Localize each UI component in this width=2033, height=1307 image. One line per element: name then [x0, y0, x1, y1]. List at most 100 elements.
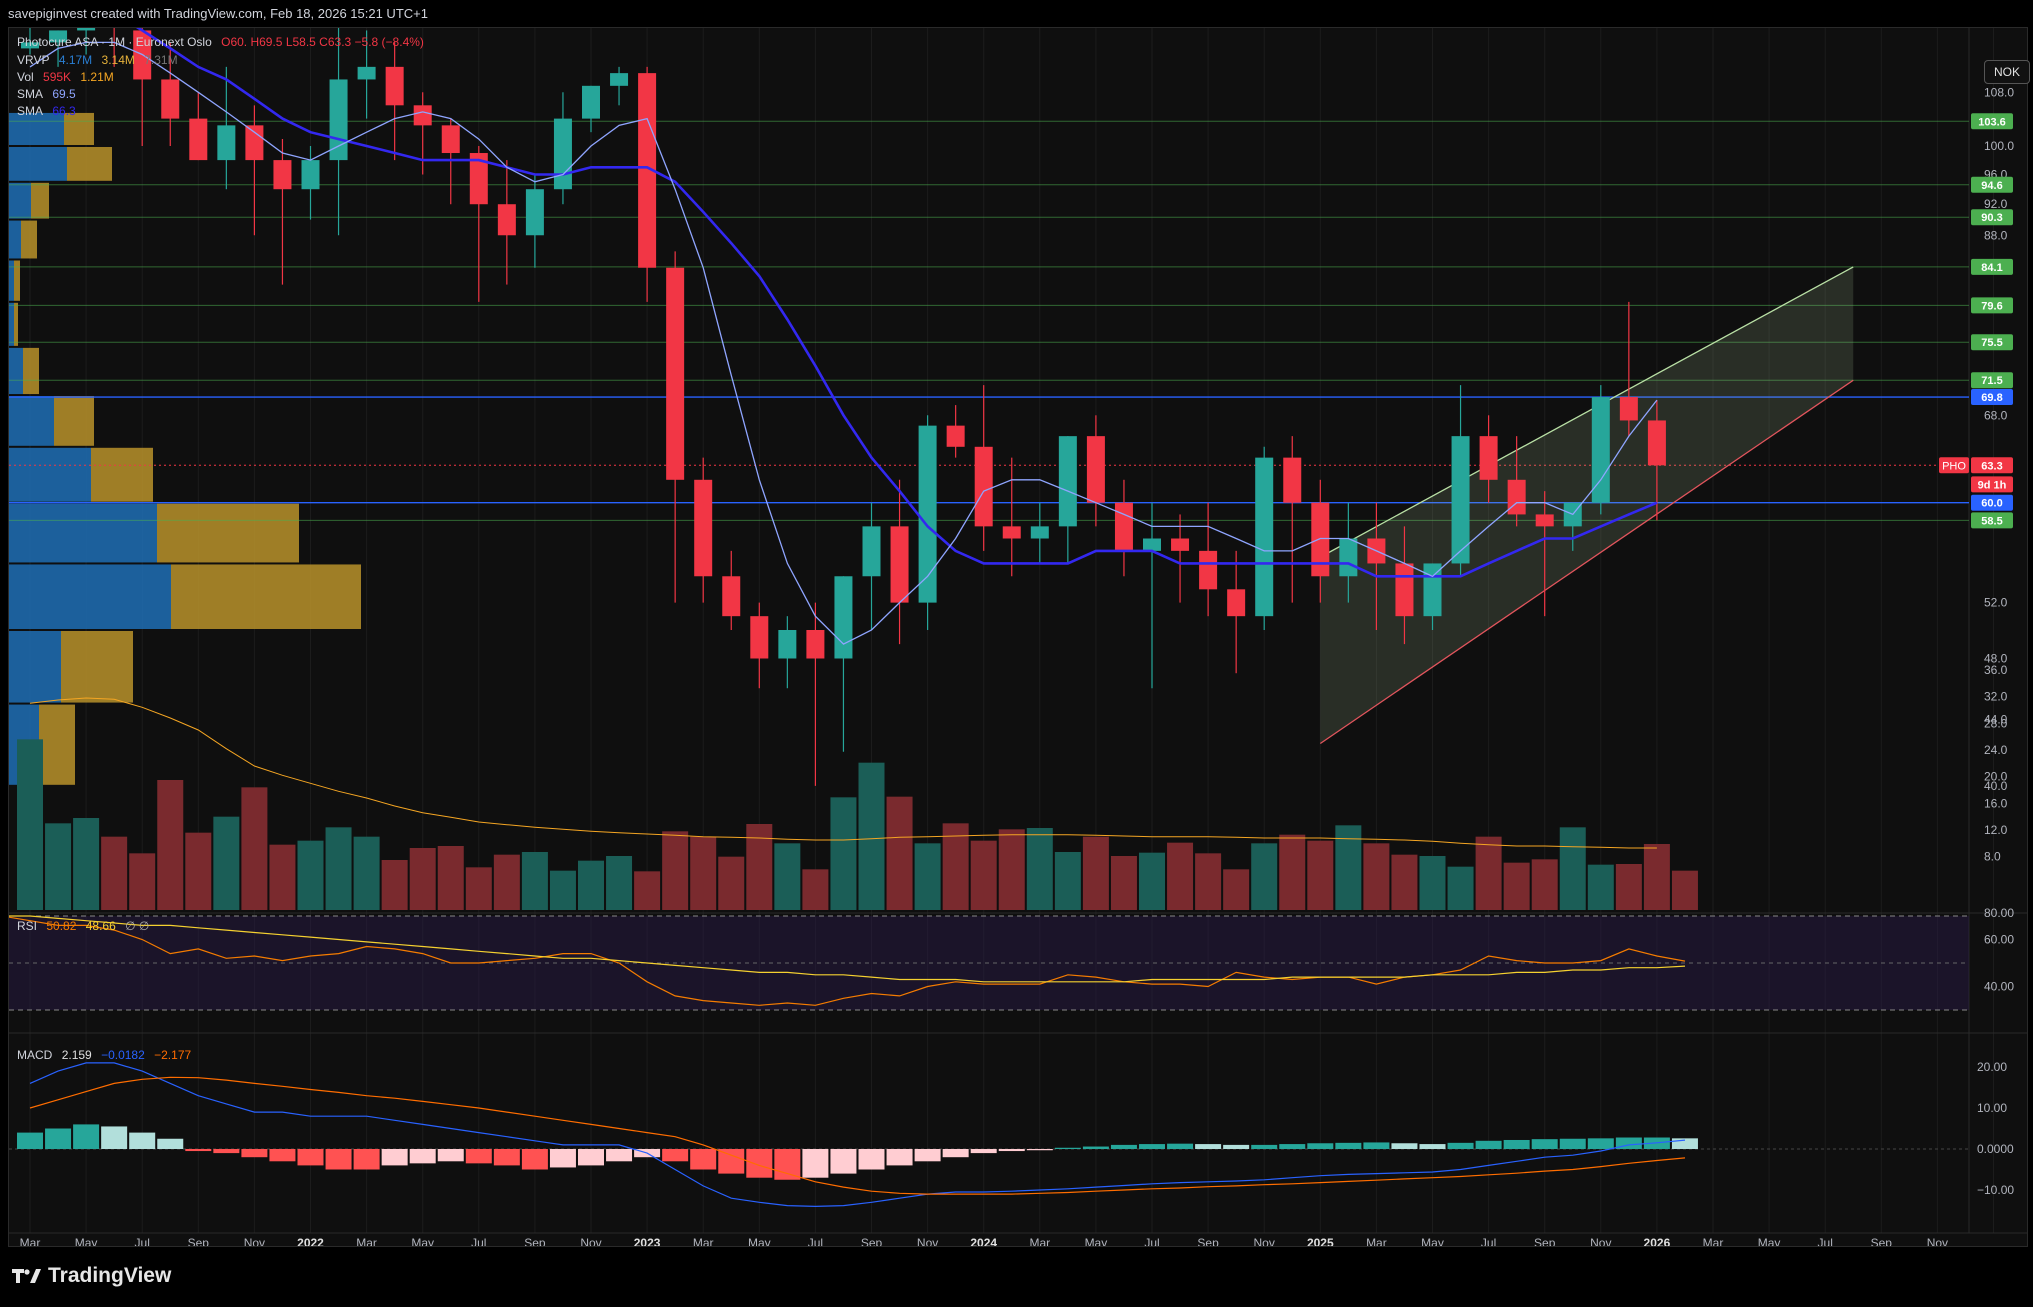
vrvp-bar-up	[9, 564, 171, 629]
candle-down	[974, 446, 993, 527]
candle-down	[1535, 514, 1554, 527]
macd-hist-bar	[157, 1138, 184, 1149]
volume-bar	[662, 831, 689, 910]
price-badge-label: 71.5	[1981, 375, 2002, 387]
time-tick-label: Mar	[356, 1236, 377, 1246]
volume-bar	[1615, 864, 1642, 910]
volume-bar	[1671, 870, 1698, 910]
price-badge-bg	[1971, 457, 2013, 474]
volume-bar	[185, 832, 212, 910]
legend-vrvp[interactable]: VRVP 4.17M 3.14M 7.31M	[17, 53, 184, 67]
volume-bar	[718, 856, 745, 910]
vol-val-1: 595K	[43, 70, 72, 84]
volume-bar	[1054, 852, 1081, 910]
volume-bar	[493, 854, 520, 910]
rsi-ma-line	[9, 915, 1686, 983]
candle-up	[217, 125, 236, 161]
macd-hist-bar	[1531, 1139, 1558, 1149]
vrvp-profile	[9, 112, 361, 785]
chart-svg[interactable]: 108.0100.096.092.088.068.052.048.044.040…	[9, 28, 2027, 1246]
currency-button[interactable]: NOK	[1984, 60, 2030, 84]
macd-hist-bar	[521, 1149, 548, 1170]
candle-up	[1339, 538, 1358, 577]
vrvp-bar-down	[157, 503, 299, 563]
volume-bar	[241, 787, 268, 910]
legend-symbol[interactable]: Photocure ASA · 1M · Euronext Oslo	[17, 35, 212, 49]
volume-bar	[521, 852, 548, 910]
volume-bar	[578, 860, 604, 910]
volume-bars	[17, 739, 1698, 910]
volume-bar	[1251, 843, 1278, 910]
vol-label: Vol	[17, 70, 34, 84]
legend-sma-1[interactable]: SMA 69.5	[17, 87, 82, 101]
macd-hist-bar	[1447, 1142, 1474, 1149]
time-tick-label: Nov	[580, 1236, 601, 1246]
channel-fill	[1320, 266, 1854, 744]
macd-hist-bar	[662, 1149, 689, 1162]
legend-sma-2[interactable]: SMA 66.3	[17, 104, 82, 118]
macd-hist-bar	[942, 1149, 969, 1158]
symbol-tag-bg	[1939, 457, 1969, 474]
volume-ma-line	[29, 697, 1657, 849]
rsi-tick-label: 40.00	[1984, 980, 2014, 994]
price-badge-label: 90.3	[1981, 212, 2002, 224]
macd-val-1: 2.159	[61, 1048, 92, 1062]
candle-down	[441, 125, 460, 154]
candle-up	[1143, 538, 1161, 551]
candle-up	[21, 42, 39, 49]
price-tick-label: 24.0	[1984, 743, 2008, 757]
macd-hist-bar	[578, 1149, 604, 1166]
time-tick-label: Sep	[1197, 1236, 1219, 1246]
rsi-extra: ∅ ∅	[125, 919, 150, 933]
channel-upper-line	[1319, 266, 1854, 558]
candle-up	[862, 526, 881, 577]
price-badge-bg	[1971, 372, 2013, 389]
macd-hist-bar	[1615, 1137, 1642, 1149]
candle-down	[1479, 436, 1498, 480]
candle-down	[1171, 538, 1190, 551]
macd-hist-bar	[409, 1149, 436, 1164]
time-tick-label: Nov	[1927, 1236, 1948, 1246]
time-tick-label: Jul	[135, 1236, 150, 1246]
macd-tick-label: 0.0000	[1977, 1142, 2014, 1156]
price-badge-bg	[1971, 176, 2013, 193]
price-tick-label: 40.0	[1984, 779, 2008, 793]
macd-hist-bar	[830, 1149, 857, 1174]
volume-bar	[549, 870, 576, 910]
candle-up	[525, 189, 544, 236]
volume-bar	[1559, 827, 1586, 910]
candle-down	[1507, 479, 1526, 515]
macd-line	[29, 1062, 1686, 1208]
candle-up	[610, 73, 629, 86]
macd-hist-bar	[45, 1128, 72, 1149]
legend-macd[interactable]: MACD 2.159 −0.0182 −2.177	[17, 1048, 197, 1062]
time-tick-label: May	[1085, 1236, 1108, 1246]
vrvp-label: VRVP	[17, 53, 50, 67]
volume-bar	[1195, 853, 1222, 910]
candle-up	[329, 79, 348, 161]
macd-hist-bar	[886, 1149, 913, 1166]
candle-up	[49, 30, 68, 43]
candle-down	[385, 66, 404, 106]
price-tick-label: 32.0	[1984, 690, 2008, 704]
candle-down	[750, 616, 769, 659]
legend-rsi[interactable]: RSI 50.82 48.66 ∅ ∅	[17, 919, 155, 933]
time-tick-label: Sep	[861, 1236, 883, 1246]
legend-vol[interactable]: Vol 595K 1.21M	[17, 70, 120, 84]
price-badge-label: 60.0	[1981, 498, 2002, 510]
macd-hist-bar	[858, 1149, 885, 1170]
symbol-tag-label: PHO	[1942, 460, 1966, 472]
volume-bar	[1223, 869, 1250, 910]
chart-frame[interactable]: 108.0 100.0 96.0 92.0 88.0 68.0 52.0 48.0 44.0 40…	[8, 27, 2030, 1247]
time-tick-label: Mar	[1366, 1236, 1387, 1246]
candle-up	[778, 630, 797, 659]
macd-hist-bar	[1082, 1146, 1109, 1149]
volume-bar	[1279, 834, 1306, 910]
tradingview-brand[interactable]: TradingView	[12, 1264, 171, 1288]
macd-hist-bar	[1475, 1140, 1502, 1149]
price-badge-bg	[1971, 389, 2013, 406]
candle-up	[1058, 436, 1077, 527]
price-tick-label: 8.0	[1984, 850, 2001, 864]
volume-bar	[1026, 828, 1053, 910]
volume-bar	[1447, 866, 1474, 910]
